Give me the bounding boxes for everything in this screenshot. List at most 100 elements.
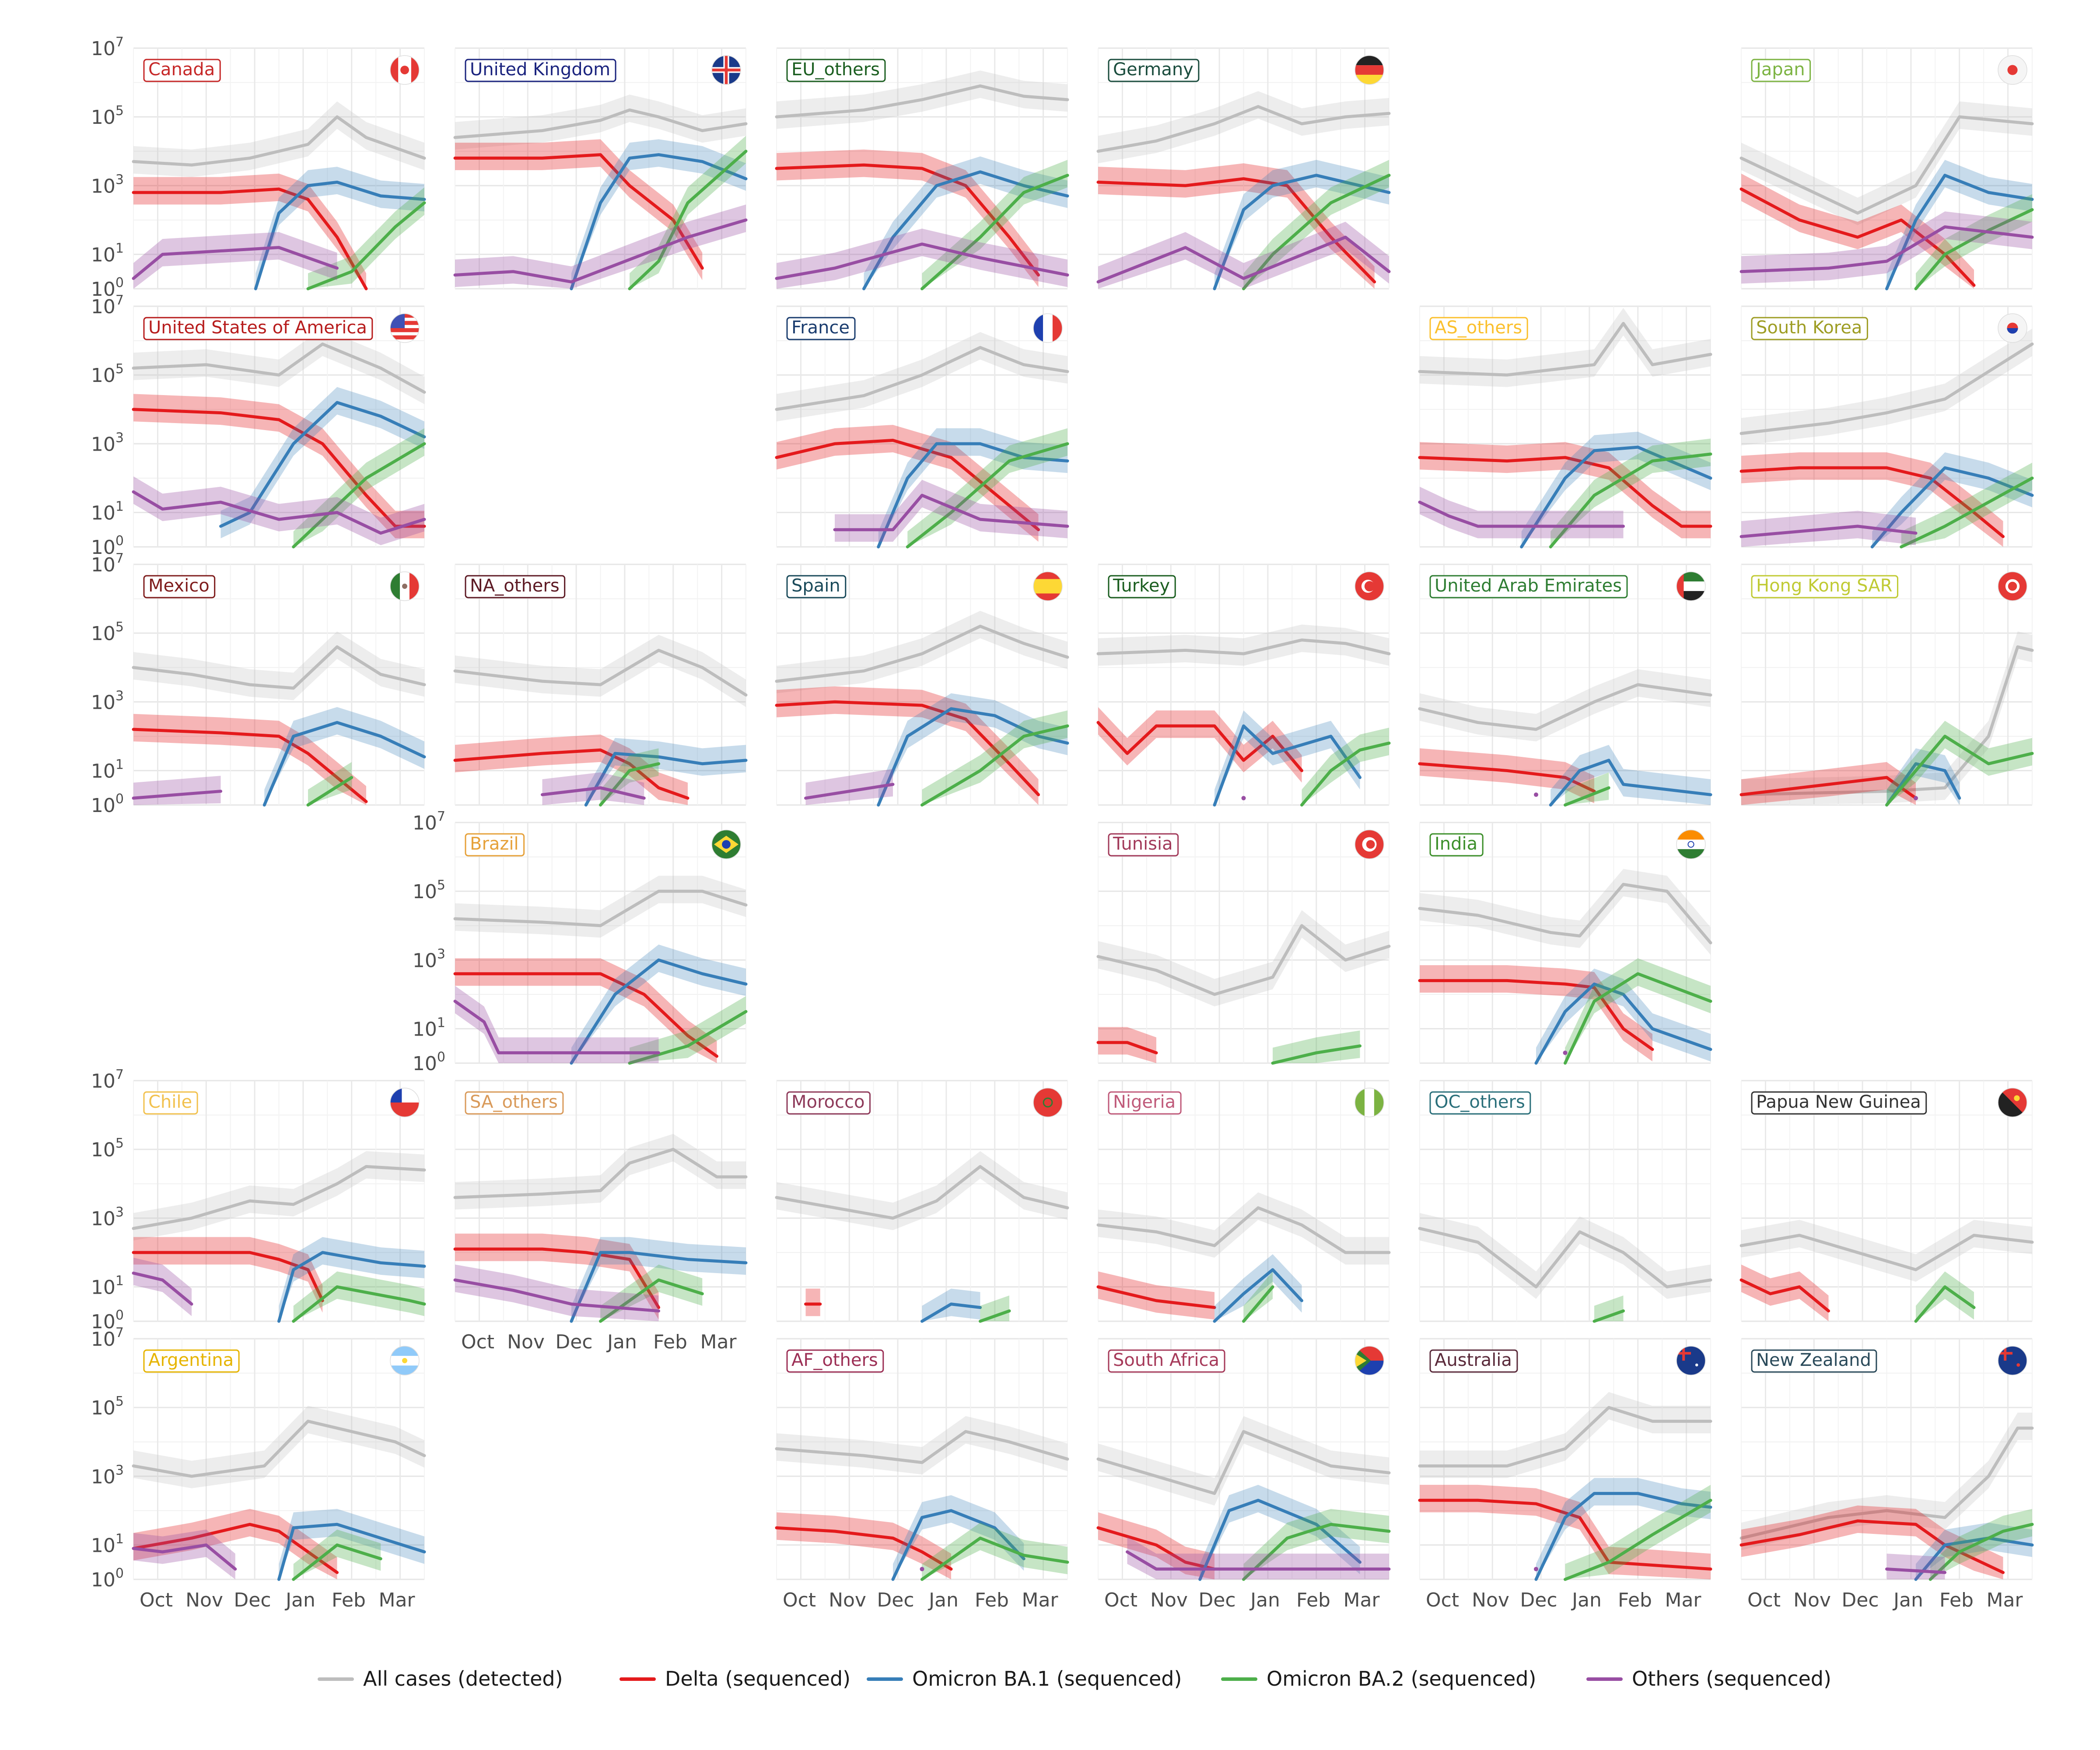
panel-label-text: Nigeria (1113, 1092, 1176, 1112)
series-line (277, 1522, 426, 1581)
series-ba2 (1914, 194, 2034, 290)
series-line (1534, 982, 1712, 1065)
series-band (1886, 160, 2032, 289)
x-tick-label: Jan (1571, 1589, 1602, 1611)
series-delta (453, 958, 718, 1063)
series-all (1418, 869, 1712, 955)
series-line (979, 1309, 1011, 1323)
series-others (920, 1567, 924, 1572)
panel-label-text: AF_others (791, 1350, 878, 1370)
series-band (1200, 1484, 1360, 1579)
series-line (1885, 174, 2034, 290)
series-point (1563, 1050, 1568, 1055)
series-line (306, 201, 426, 290)
panel-label-text: Brazil (470, 834, 519, 854)
series-all (132, 329, 426, 404)
panel-label-box (786, 575, 847, 598)
series-all (1418, 1213, 1712, 1299)
series-band (133, 1508, 337, 1579)
panel-turkey: Turkey (1096, 564, 1391, 807)
series-band (308, 187, 424, 289)
panel-label: NA_others (465, 575, 566, 598)
panel-label-text: Turkey (1113, 576, 1170, 596)
series-ba1 (1213, 710, 1362, 807)
series-band (1901, 462, 2032, 547)
series-band (1741, 1264, 1829, 1321)
series-all (1740, 329, 2034, 446)
series-band (293, 1271, 424, 1321)
x-tick-label: Jan (1892, 1589, 1923, 1611)
series-line (1914, 1285, 1976, 1323)
series-all (1418, 1392, 1712, 1478)
south-africa-flag-icon (1354, 1346, 1384, 1376)
series-line (1418, 456, 1712, 528)
india-flag-icon (1676, 830, 1706, 859)
series-line (1096, 177, 1376, 284)
series-line (1740, 1426, 2034, 1540)
series-others (1914, 796, 1918, 801)
panel-united-kingdom: United Kingdom (453, 47, 748, 290)
series-band (1273, 1030, 1360, 1063)
panel-label-text: Mexico (148, 576, 210, 596)
panel-grid (133, 1338, 425, 1580)
panel-tunisia: Tunisia (1096, 822, 1391, 1065)
panel-label-box (1429, 833, 1484, 857)
panel-label-text: Australia (1435, 1350, 1512, 1370)
series-ba1 (1870, 452, 2034, 549)
series-band (630, 136, 746, 289)
x-tick-label: Nov (829, 1589, 866, 1611)
series-all (132, 101, 426, 177)
x-tick-label: Mar (378, 1589, 415, 1611)
panel-label-text: United Arab Emirates (1435, 576, 1622, 596)
tunisia-flag-icon (1354, 830, 1384, 859)
panel-australia: Australia Oct Nov Dec Jan Feb Mar (1418, 1338, 1712, 1611)
series-line (132, 1165, 426, 1230)
series-point (1534, 1567, 1538, 1572)
x-tick-label: Mar (1022, 1589, 1058, 1611)
y-tick-label: 101 (91, 1273, 124, 1298)
series-line (132, 187, 368, 290)
series-line (1096, 1285, 1216, 1309)
panel-grid (455, 564, 746, 806)
panel-label-text: Papua New Guinea (1756, 1092, 1921, 1112)
uae-flag-icon (1676, 571, 1706, 601)
series-ba1 (1198, 1484, 1362, 1581)
y-tick-label: 103 (91, 688, 124, 714)
series-others (132, 1530, 237, 1579)
series-line (1418, 500, 1625, 528)
panel-label-box (1751, 1349, 1877, 1373)
series-band (571, 139, 746, 289)
y-tick-label: 101 (91, 1531, 124, 1557)
y-tick-label: 105 (91, 1394, 124, 1419)
series-line (1740, 1234, 2034, 1271)
series-all (1096, 624, 1391, 666)
series-ba2 (1564, 772, 1610, 807)
series-line (1096, 105, 1391, 153)
series-line (877, 442, 1069, 549)
series-band (133, 631, 424, 700)
series-delta (132, 394, 426, 539)
series-line (862, 170, 1069, 290)
series-line (775, 438, 1040, 532)
series-line (1564, 786, 1610, 807)
panel-label: Canada (143, 59, 221, 82)
series-delta (1740, 173, 1976, 289)
panel-label-box (1429, 575, 1628, 598)
panel-hong-kong-sar: Hong Kong SAR (1740, 564, 2034, 807)
series-line (453, 1000, 660, 1054)
panel-grid (455, 47, 746, 290)
x-tick-label: Feb (653, 1331, 687, 1353)
series-band (1916, 194, 2032, 289)
legend-item: Delta (sequenced) (620, 1667, 850, 1690)
series-line (132, 1522, 339, 1574)
y-tick-label: 107 (91, 1325, 124, 1351)
series-all (775, 611, 1069, 693)
usa-flag-icon (390, 313, 420, 343)
series-all (1740, 1220, 2034, 1282)
series-line (1096, 638, 1391, 655)
series-line (453, 218, 748, 284)
series-band (133, 101, 424, 177)
panel-label-text: United States of America (148, 318, 367, 338)
series-all (132, 1406, 426, 1488)
series-line (1914, 208, 2034, 290)
